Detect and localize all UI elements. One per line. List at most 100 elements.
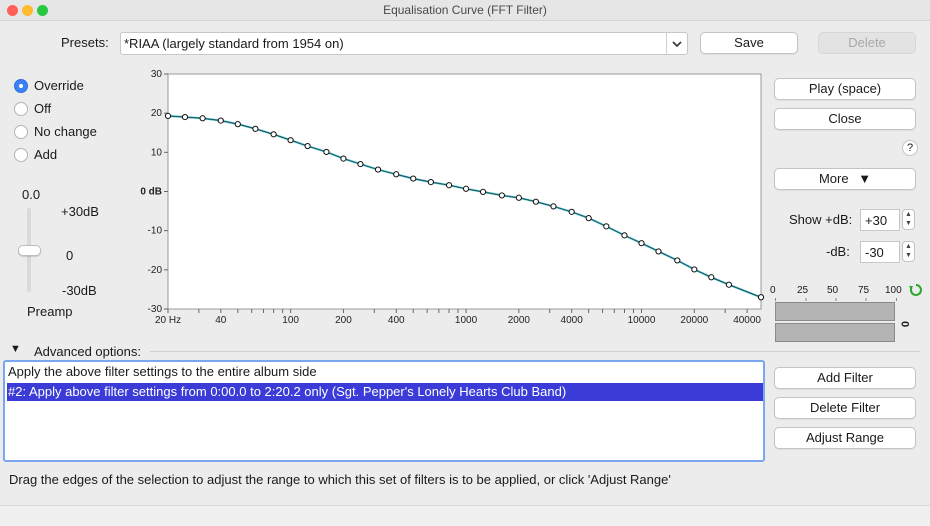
eq-control-point: [393, 171, 400, 178]
chevron-down-icon[interactable]: [666, 33, 687, 54]
status-bar: [0, 505, 930, 526]
x-tick-label: 400: [388, 315, 405, 326]
eq-control-point: [498, 192, 505, 199]
eq-control-point: [708, 274, 715, 281]
zoom-window-icon[interactable]: [37, 5, 48, 16]
x-tick-label: 200: [335, 315, 352, 326]
filter-list[interactable]: Apply the above filter settings to the e…: [3, 360, 765, 462]
preamp-label: Preamp: [27, 304, 73, 319]
more-arrow-icon: ▼: [858, 171, 872, 186]
meter-tick-25: 25: [797, 285, 809, 296]
eq-control-point: [252, 125, 259, 132]
advanced-divider: [150, 351, 920, 352]
eq-control-point: [270, 131, 277, 138]
close-button[interactable]: Close: [774, 108, 916, 130]
eq-control-point: [164, 112, 172, 120]
eq-control-point: [462, 185, 470, 192]
eq-control-point: [532, 198, 539, 205]
no-change-radio[interactable]: [14, 125, 28, 139]
presets-dropdown[interactable]: *RIAA (largely standard from 1954 on): [120, 32, 688, 55]
save-button[interactable]: Save: [700, 32, 798, 54]
y-tick-label: 0 dB: [140, 187, 162, 198]
plus-db-field[interactable]: +30: [860, 209, 900, 231]
delete-preset-button[interactable]: Delete: [818, 32, 916, 54]
eq-control-point: [568, 208, 575, 215]
x-tick-label: 2000: [508, 315, 531, 326]
eq-control-point: [515, 194, 522, 201]
minus-db-value: -30: [865, 245, 884, 260]
presets-value: *RIAA (largely standard from 1954 on): [124, 36, 344, 51]
add-label: Add: [34, 147, 58, 162]
add-radio[interactable]: [14, 148, 28, 162]
filter-list-row-1[interactable]: Apply the above filter settings to the e…: [8, 364, 317, 379]
eq-control-point: [323, 148, 330, 156]
more-button[interactable]: More ▼: [774, 168, 916, 190]
y-tick-label: -30: [148, 304, 163, 315]
x-tick-label: 40: [215, 315, 227, 326]
eq-control-point: [410, 175, 417, 182]
minus-db-field[interactable]: -30: [860, 241, 900, 263]
eq-control-point: [725, 281, 733, 288]
minus-db-label: -dB:: [826, 244, 850, 259]
eq-control-point: [621, 232, 628, 239]
more-label: More: [818, 171, 849, 186]
eq-control-point: [357, 160, 364, 168]
meter-tick-75: 75: [858, 285, 870, 296]
meter-bar-left: [775, 302, 895, 321]
close-window-icon[interactable]: [7, 5, 18, 16]
reset-icon[interactable]: [908, 282, 924, 301]
eq-control-point: [655, 248, 662, 255]
meter-side-label: 0: [900, 320, 913, 328]
presets-label: Presets:: [61, 35, 109, 50]
y-tick-label: 30: [151, 69, 163, 80]
x-tick-label: 4000: [561, 315, 584, 326]
eq-control-point: [691, 266, 698, 273]
eq-control-point: [340, 155, 347, 162]
minus-db-stepper[interactable]: ▲ ▼: [902, 241, 915, 262]
preamp-value: 0.0: [22, 187, 41, 202]
hint-text: Drag the edges of the selection to adjus…: [9, 472, 671, 487]
y-tick-label: -20: [148, 265, 163, 276]
eq-control-point: [550, 203, 557, 210]
meter-bar-right: [775, 323, 895, 342]
title-bar: Equalisation Curve (FFT Filter): [0, 0, 930, 21]
delete-filter-button[interactable]: Delete Filter: [774, 397, 916, 419]
adjust-range-button[interactable]: Adjust Range: [774, 427, 916, 449]
preamp-top-label: +30dB: [61, 204, 99, 219]
filter-list-row-2[interactable]: #2: Apply above filter settings from 0:0…: [7, 383, 763, 401]
preamp-mid-label: 0: [66, 248, 74, 263]
play-button[interactable]: Play (space): [774, 78, 916, 100]
eq-control-point: [234, 121, 241, 128]
preamp-slider-thumb[interactable]: [18, 245, 41, 256]
off-radio[interactable]: [14, 102, 28, 116]
add-filter-button[interactable]: Add Filter: [774, 367, 916, 389]
meter-tick-0: 0: [770, 285, 776, 296]
x-tick-label: 40000: [733, 315, 761, 326]
y-tick-label: 10: [151, 147, 163, 158]
eq-control-point: [374, 166, 382, 173]
x-tick-label: 100: [282, 315, 299, 326]
eq-control-point: [427, 179, 434, 186]
advanced-options-label: Advanced options:: [34, 344, 141, 359]
plus-db-value: +30: [865, 213, 888, 228]
eq-control-point: [445, 182, 453, 189]
no-change-label: No change: [34, 124, 97, 139]
meter-tick-100: 100: [885, 285, 902, 296]
plus-db-stepper[interactable]: ▲ ▼: [902, 209, 915, 230]
meter-tick-50: 50: [827, 285, 839, 296]
override-radio[interactable]: [14, 79, 28, 93]
eq-control-point: [304, 142, 311, 150]
x-tick-label: 20 Hz: [155, 315, 181, 326]
x-tick-label: 10000: [628, 315, 656, 326]
minimize-window-icon[interactable]: [22, 5, 33, 16]
advanced-toggle-icon[interactable]: ▼: [10, 343, 21, 355]
meter-ticks: [775, 298, 897, 301]
eq-control-point: [603, 223, 610, 230]
plot-area: [167, 73, 762, 310]
help-button[interactable]: ?: [902, 140, 918, 156]
show-plus-db-label: Show +dB:: [789, 212, 853, 227]
eq-control-point: [287, 137, 294, 144]
eq-control-point: [199, 115, 206, 122]
eq-control-point: [217, 117, 224, 124]
